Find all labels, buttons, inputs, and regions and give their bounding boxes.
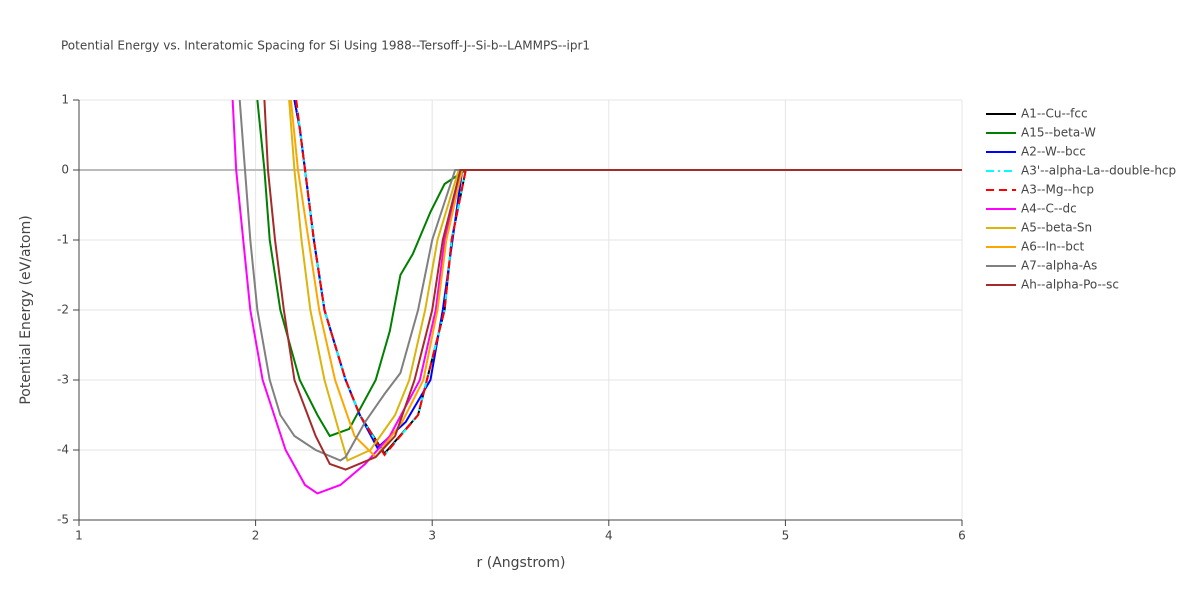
series-line: [293, 100, 962, 450]
x-tick-label: 4: [605, 529, 613, 543]
legend-label: A1--Cu--fcc: [1021, 107, 1088, 121]
series-line: [231, 100, 962, 495]
y-tick-label: -5: [57, 513, 69, 527]
series-line: [238, 100, 962, 462]
y-tick-label: -1: [57, 233, 69, 247]
y-tick-label: 1: [61, 93, 69, 107]
series-line: [295, 100, 962, 457]
y-axis-label: Potential Energy (eV/atom): [18, 215, 34, 404]
series-line: [293, 100, 962, 456]
legend-label: A3--Mg--hcp: [1021, 183, 1094, 197]
legend-label: Ah--alpha-Po--sc: [1021, 278, 1119, 292]
legend-label: A5--beta-Sn: [1021, 221, 1092, 235]
series-line: [289, 100, 962, 459]
y-tick-label: -3: [57, 373, 69, 387]
legend-label: A6--In--bct: [1021, 240, 1085, 254]
legend-label: A3'--alpha-La--double-hcp: [1021, 164, 1176, 178]
x-tick-label: 6: [958, 529, 966, 543]
x-tick-label: 1: [75, 529, 83, 543]
y-tick-label: -2: [57, 303, 69, 317]
series-line: [295, 100, 962, 457]
chart-title: Potential Energy vs. Interatomic Spacing…: [61, 39, 590, 53]
series-line: [263, 100, 962, 471]
legend-label: A4--C--dc: [1021, 202, 1077, 216]
legend-label: A2--W--bcc: [1021, 145, 1086, 159]
series-line: [288, 100, 962, 462]
x-axis-label: r (Angstrom): [477, 555, 566, 571]
legend-label: A7--alpha-As: [1021, 259, 1097, 273]
x-tick-label: 5: [782, 529, 790, 543]
y-tick-label: -4: [57, 443, 69, 457]
legend-label: A15--beta-W: [1021, 126, 1096, 140]
series-line: [256, 100, 962, 438]
y-tick-label: 0: [61, 163, 69, 177]
x-tick-label: 3: [428, 529, 436, 543]
x-tick-label: 2: [252, 529, 260, 543]
